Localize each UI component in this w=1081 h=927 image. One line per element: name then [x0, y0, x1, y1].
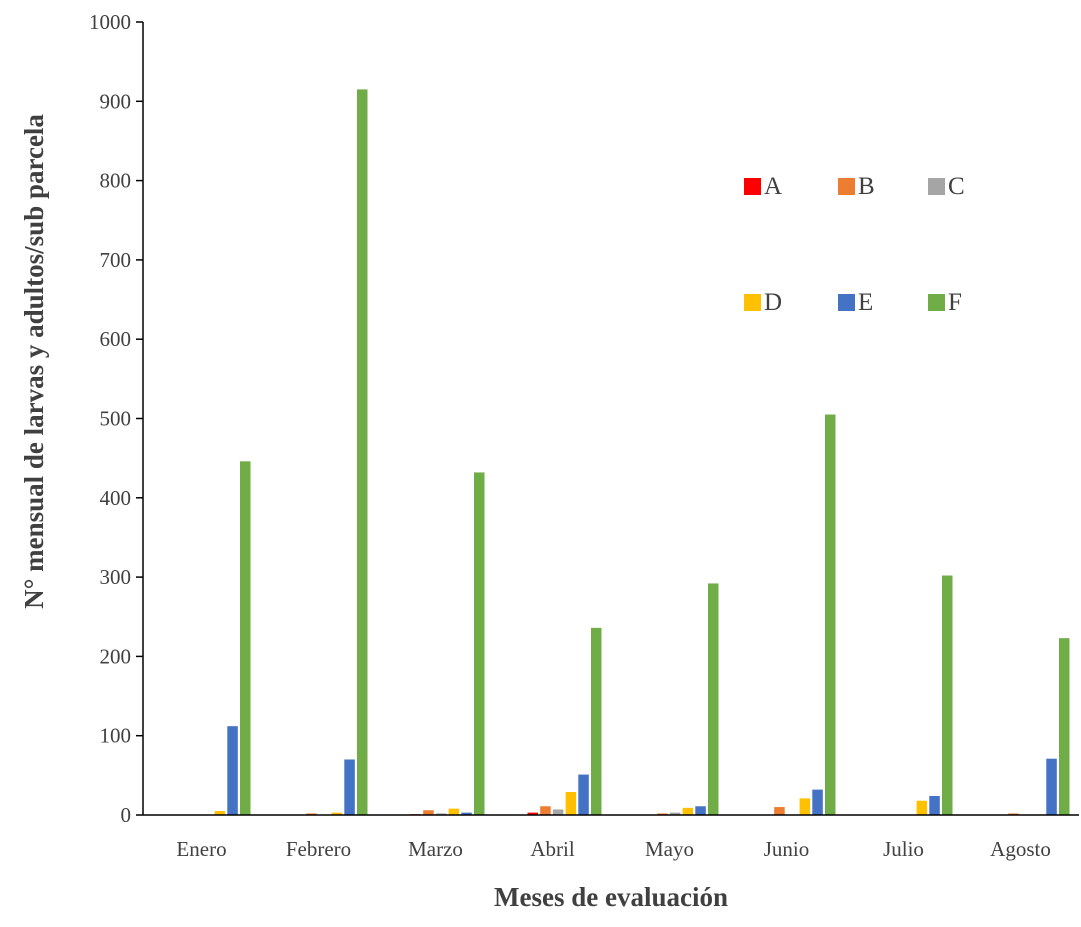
y-tick-label: 600 — [100, 327, 132, 351]
bar-B-Mayo — [657, 813, 668, 815]
bar-E-Agosto — [1046, 758, 1057, 815]
bar-B-Marzo — [423, 810, 434, 815]
x-tick-label: Mayo — [645, 837, 694, 861]
x-tick-label: Enero — [176, 837, 226, 861]
bar-E-Febrero — [344, 759, 355, 815]
legend-swatch-C — [928, 178, 945, 195]
x-tick-label: Marzo — [408, 837, 463, 861]
x-tick-label: Julio — [883, 837, 924, 861]
y-tick-label: 0 — [121, 803, 132, 827]
bar-E-Junio — [812, 789, 823, 815]
y-tick-label: 200 — [100, 644, 132, 668]
bar-D-Enero — [214, 811, 226, 815]
y-axis-title: N° mensual de larvas y adultos/sub parce… — [19, 114, 49, 609]
legend-label-B: B — [858, 173, 875, 200]
bar-F-Enero — [240, 461, 251, 815]
x-axis-ticks: Enero Febrero Marzo Abril Mayo Junio Julio Agos… — [176, 837, 1050, 861]
bar-C-Mayo — [669, 812, 681, 815]
legend-label-D: D — [764, 289, 782, 316]
bar-E-Abril — [578, 774, 589, 815]
x-tick-label: Abril — [530, 837, 574, 861]
bar-F-Mayo — [708, 583, 719, 815]
bar-E-Mayo — [695, 806, 706, 815]
bar-F-Abril — [591, 627, 602, 815]
legend: A B C D E F — [744, 173, 965, 316]
bar-A-Abril — [527, 812, 538, 815]
y-tick-label: 100 — [100, 724, 132, 748]
bar-E-Julio — [929, 795, 940, 815]
y-tick-label: 700 — [100, 248, 132, 272]
x-tick-label: Febrero — [286, 837, 351, 861]
bar-F-Marzo — [474, 472, 485, 815]
bar-C-Abril — [552, 809, 564, 815]
legend-label-C: C — [948, 173, 965, 200]
y-tick-label: 900 — [100, 89, 132, 113]
bar-F-Febrero — [357, 89, 368, 815]
legend-label-F: F — [948, 289, 962, 316]
bar-F-Julio — [942, 575, 953, 815]
legend-swatch-B — [838, 178, 855, 195]
legend-swatch-F — [928, 294, 945, 311]
bar-F-Junio — [825, 414, 836, 815]
y-axis-ticks: 0 100 200 300 400 500 600 700 800 900 1000 — [89, 10, 143, 827]
legend-swatch-A — [744, 178, 761, 195]
y-tick-label: 300 — [100, 565, 132, 589]
y-tick-label: 400 — [100, 486, 132, 510]
bar-B-Junio — [774, 807, 785, 815]
legend-swatch-E — [838, 294, 855, 311]
bar-D-Junio — [799, 798, 811, 815]
bar-D-Julio — [916, 800, 928, 815]
bar-F-Agosto — [1059, 638, 1070, 815]
y-tick-label: 1000 — [89, 10, 131, 34]
bar-B-Abril — [540, 806, 551, 815]
legend-label-A: A — [764, 173, 782, 200]
legend-swatch-D — [744, 294, 761, 311]
x-tick-label: Agosto — [990, 837, 1051, 861]
x-tick-label: Junio — [764, 837, 810, 861]
bar-D-Abril — [565, 792, 577, 815]
x-axis-title: Meses de evaluación — [494, 882, 728, 912]
bar-E-Marzo — [461, 812, 472, 815]
y-tick-label: 800 — [100, 169, 132, 193]
bar-D-Febrero — [331, 812, 343, 815]
legend-label-E: E — [858, 289, 873, 316]
bar-D-Mayo — [682, 807, 694, 815]
y-tick-label: 500 — [100, 407, 132, 431]
bars — [214, 89, 1070, 815]
bar-B-Febrero — [306, 813, 317, 815]
bar-D-Marzo — [448, 808, 460, 815]
bar-B-Agosto — [1008, 813, 1019, 815]
bar-C-Marzo — [435, 813, 447, 815]
bar-E-Enero — [227, 726, 238, 815]
